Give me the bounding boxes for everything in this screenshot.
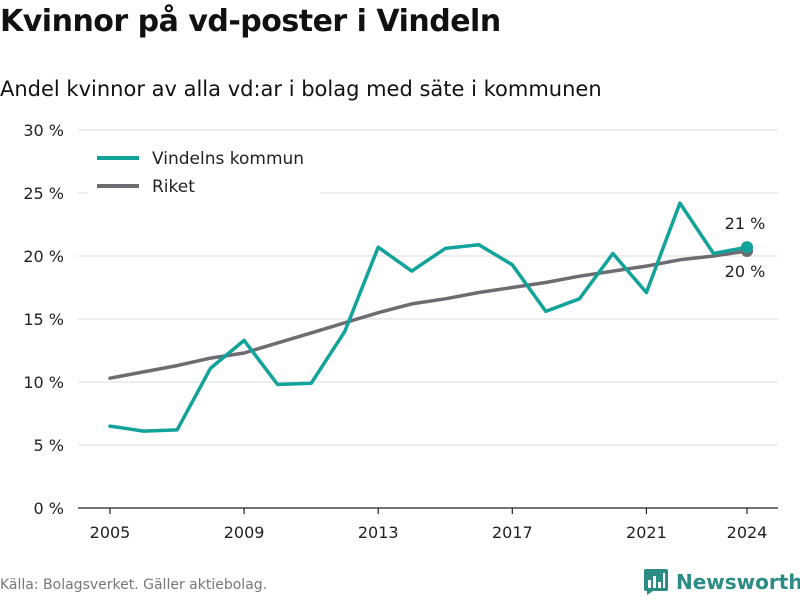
legend-label: Riket — [152, 177, 195, 197]
y-tick-label: 5 % — [34, 436, 64, 455]
x-tick-label: 2024 — [727, 523, 768, 542]
y-tick-label: 0 % — [34, 499, 64, 518]
y-tick-label: 10 % — [23, 373, 64, 392]
x-tick-label: 2013 — [358, 523, 399, 542]
chart-subtitle: Andel kvinnor av alla vd:ar i bolag med … — [0, 77, 602, 101]
end-labels: 21 % 20 % — [725, 214, 766, 281]
brand-logo: Newsworthy — [644, 569, 800, 595]
x-axis-ticks: 2005 2009 2013 2017 2021 2024 — [90, 508, 768, 542]
x-tick-label: 2021 — [626, 523, 667, 542]
legend: Vindelns kommun Riket — [88, 142, 320, 197]
series-line-vindeln — [108, 201, 749, 433]
legend-label: Vindelns kommun — [152, 149, 304, 169]
series-lines — [108, 201, 753, 433]
source-note: Källa: Bolagsverket. Gäller aktiebolag. — [0, 577, 268, 593]
x-tick-label: 2005 — [90, 523, 131, 542]
x-tick-label: 2009 — [224, 523, 265, 542]
y-tick-label: 20 % — [23, 247, 64, 266]
chart-title: Kvinnor på vd-poster i Vindeln — [0, 4, 501, 39]
y-axis-ticks: 0 % 5 % 10 % 15 % 20 % 25 % 30 % — [23, 121, 64, 518]
y-tick-label: 15 % — [23, 310, 64, 329]
newsworthy-logo-icon — [644, 569, 668, 595]
y-tick-label: 25 % — [23, 184, 64, 203]
data-point — [741, 241, 753, 254]
series-line-riket — [108, 249, 749, 380]
y-tick-label: 30 % — [23, 121, 64, 140]
end-label-riket: 20 % — [725, 262, 766, 281]
brand-name: Newsworthy — [676, 570, 800, 594]
end-label-vindeln: 21 % — [725, 214, 766, 233]
x-tick-label: 2017 — [492, 523, 533, 542]
